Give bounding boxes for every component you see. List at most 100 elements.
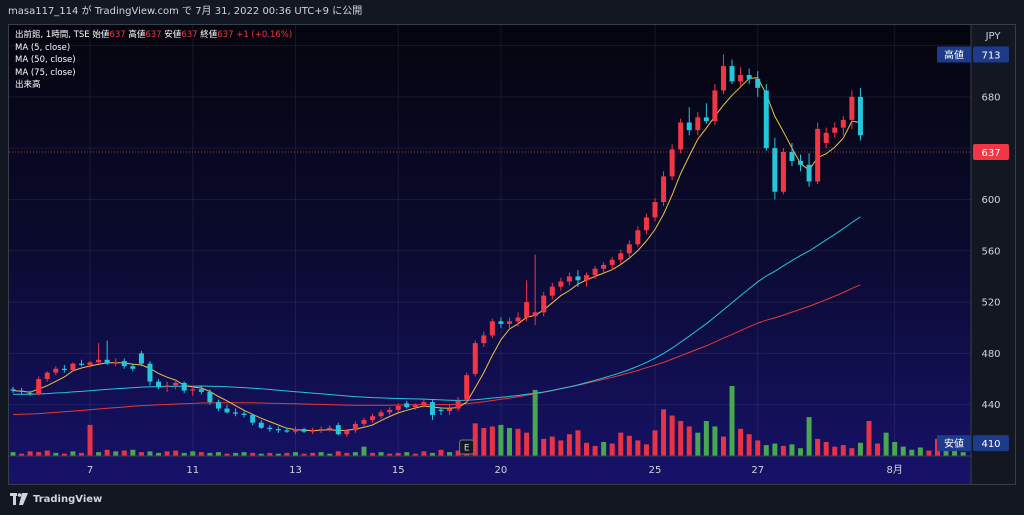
volume-bar-32 (284, 452, 290, 456)
volume-bar-56 (489, 426, 495, 456)
volume-bar-26 (233, 452, 239, 456)
legend-ma5[interactable]: MA (5, close) (15, 42, 71, 53)
candle-body-12 (113, 362, 119, 364)
volume-bar-0 (10, 452, 16, 456)
candle-body-42 (370, 416, 376, 421)
x-tick-7: 8月 (886, 464, 902, 476)
volume-bar-60 (524, 432, 530, 456)
volume-bar-110 (952, 449, 958, 456)
candle-body-48 (421, 402, 427, 405)
candle-body-27 (241, 413, 247, 415)
y-tick-680: 680 (981, 92, 1000, 103)
candle-body-86 (746, 75, 752, 79)
tradingview-logo-icon (10, 493, 28, 505)
volume-bar-79 (686, 426, 692, 456)
y-tick-520: 520 (981, 298, 1000, 309)
close-label: 終値 (200, 30, 218, 40)
tradingview-logo[interactable]: TradingView (10, 493, 102, 505)
volume-bar-99 (857, 442, 863, 456)
candle-body-70 (609, 259, 615, 265)
candle-body-87 (755, 78, 761, 88)
candle-body-93 (806, 164, 812, 182)
candle-body-32 (284, 430, 290, 432)
volume-bar-105 (909, 449, 915, 456)
chart-canvas[interactable]: JPY440480520560600640680高値713637安値410711… (9, 25, 1015, 484)
open-label: 始値 (92, 30, 110, 40)
candle-body-11 (104, 359, 110, 364)
volume-bar-73 (635, 440, 641, 456)
candle-body-95 (823, 132, 829, 144)
volume-bar-6 (61, 453, 67, 456)
volume-bar-59 (515, 428, 521, 456)
publish-label: に公開 (332, 6, 363, 17)
volume-bar-77 (669, 415, 675, 456)
svg-text:713: 713 (981, 51, 1000, 62)
site-name[interactable]: TradingView.com (94, 6, 179, 17)
candle-body-45 (395, 405, 401, 410)
candle-body-76 (661, 176, 667, 203)
volume-bar-66 (575, 430, 581, 456)
candle-body-25 (224, 408, 230, 413)
volume-bar-100 (866, 421, 872, 456)
volume-bar-36 (318, 452, 324, 456)
y-tick-440: 440 (981, 400, 1000, 411)
candle-body-66 (575, 276, 581, 281)
volume-bar-67 (584, 442, 590, 456)
candle-body-2 (27, 393, 33, 395)
volume-bar-97 (840, 445, 846, 456)
candle-body-7 (70, 363, 76, 371)
candle-body-47 (412, 404, 418, 408)
volume-bar-4 (44, 450, 50, 456)
candle-body-19 (173, 382, 179, 386)
volume-bar-68 (592, 445, 598, 456)
candle-body-71 (618, 253, 624, 260)
candle-body-53 (464, 375, 470, 400)
candle-body-14 (130, 366, 136, 369)
price-axis (971, 25, 1015, 484)
legend-volume[interactable]: 出来高 (15, 80, 41, 90)
volume-bar-18 (164, 451, 170, 456)
y-tick-560: 560 (981, 246, 1000, 257)
candle-body-44 (387, 409, 393, 413)
volume-bar-55 (481, 428, 487, 456)
candle-body-30 (267, 427, 273, 430)
author[interactable]: masa117_114 (8, 6, 79, 17)
volume-bar-98 (849, 448, 855, 456)
candle-body-77 (669, 149, 675, 177)
ma50-line (12, 216, 861, 401)
volume-bar-96 (832, 446, 838, 456)
volume-bar-1 (19, 453, 25, 456)
symbol-label[interactable]: 出前館, 1時間, TSE (15, 30, 90, 40)
candle-body-34 (301, 429, 307, 432)
volume-bar-65 (566, 434, 572, 456)
high-label: 高値 (128, 30, 146, 40)
volume-bar-54 (472, 423, 478, 456)
volume-bar-5 (53, 452, 59, 456)
volume-bar-27 (241, 452, 247, 456)
volume-bar-23 (207, 452, 213, 456)
volume-bar-57 (498, 424, 504, 456)
volume-bar-71 (618, 432, 624, 456)
candle-body-55 (481, 335, 487, 344)
volume-bar-9 (87, 424, 93, 456)
candle-body-68 (592, 268, 598, 276)
last-price-tag: 637 (973, 143, 1009, 160)
candle-body-85 (738, 75, 744, 82)
volume-bar-44 (387, 453, 393, 456)
legend-ma75[interactable]: MA (75, close) (15, 67, 76, 78)
candle-body-15 (138, 353, 144, 364)
volume-bar-106 (917, 447, 923, 456)
price-chart[interactable]: JPY440480520560600640680高値713637安値410711… (8, 24, 1016, 485)
volume-bar-72 (626, 435, 632, 456)
candle-body-98 (849, 96, 855, 120)
publish-datetime: 7月 31, 2022 00:36 UTC+9 (195, 6, 330, 17)
volume-bar-70 (609, 443, 615, 456)
volume-bar-102 (883, 432, 889, 456)
candle-body-49 (429, 402, 435, 415)
candle-body-20 (181, 382, 187, 391)
svg-text:安値: 安値 (944, 437, 964, 450)
svg-text:410: 410 (981, 439, 1000, 450)
open-value: 637 (109, 30, 126, 40)
volume-bar-49 (429, 452, 435, 456)
legend-ma50[interactable]: MA (50, close) (15, 55, 76, 65)
